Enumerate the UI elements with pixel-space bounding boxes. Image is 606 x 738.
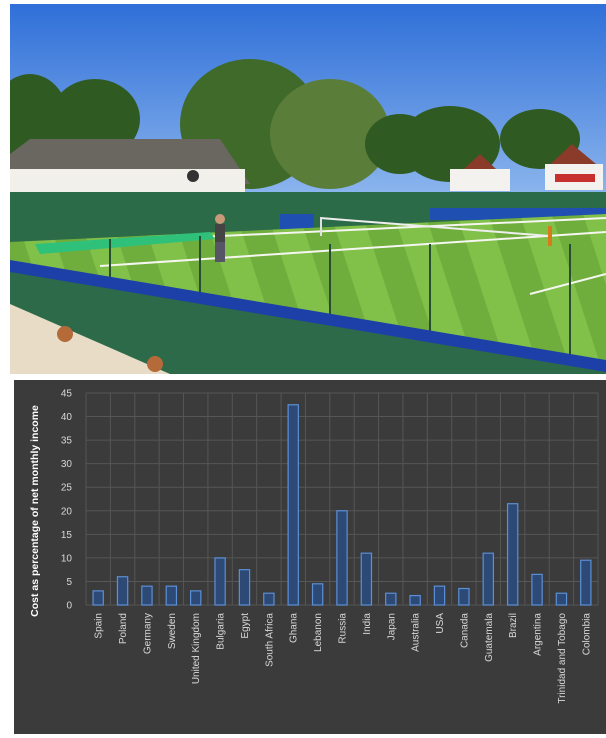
x-tick-label: Bulgaria (216, 613, 227, 650)
y-axis-ticks: 0 5 10 15 20 25 30 35 40 45 (61, 389, 73, 612)
x-tick-label: Australia (411, 613, 422, 652)
bar-guatemala (482, 552, 495, 606)
x-tick-label: Poland (118, 613, 129, 644)
bar-russia (336, 510, 348, 606)
x-tick-label: Japan (386, 613, 397, 640)
bar-ghana (287, 404, 299, 606)
x-axis-ticks: Spain Poland Germany Sweden United Kingdom Bu… (94, 613, 593, 704)
bar-egypt (238, 569, 251, 606)
bar-germany (141, 585, 153, 606)
y-tick-label: 30 (61, 459, 73, 470)
y-tick-label: 5 (66, 577, 72, 588)
bar-canada (458, 587, 470, 606)
y-axis-title: Cost as percentage of net monthly income (29, 405, 41, 617)
x-tick-label: USA (435, 613, 446, 634)
bar-trinidad-and-tobago (555, 592, 568, 606)
chart-bars (92, 404, 592, 606)
x-tick-label: Trinidad and Tobago (557, 613, 568, 704)
bar-sweden (165, 585, 178, 606)
bar-australia (409, 594, 421, 606)
y-tick-label: 0 (66, 601, 72, 612)
bar-chart-panel: 0 5 10 15 20 25 30 35 40 45 Spain Poland Germany Swe… (14, 380, 606, 734)
x-tick-label: India (362, 613, 373, 635)
bar-brazil (506, 503, 519, 606)
bar-chart: 0 5 10 15 20 25 30 35 40 45 Spain Poland Germany Swe… (29, 389, 599, 704)
y-tick-label: 40 (61, 412, 73, 423)
x-tick-label: Lebanon (313, 613, 324, 652)
x-tick-label: South Africa (264, 613, 275, 667)
bar-japan (385, 592, 397, 606)
bar-south-africa (263, 592, 275, 606)
x-tick-label: Brazil (508, 613, 519, 638)
bar-poland (116, 576, 129, 606)
y-tick-label: 20 (61, 506, 73, 517)
x-tick-label: Colombia (581, 613, 592, 656)
x-tick-label: Canada (459, 613, 470, 648)
x-tick-label: Egypt (240, 613, 251, 639)
x-tick-label: Spain (94, 613, 105, 639)
x-tick-label: Russia (338, 613, 349, 644)
x-tick-label: United Kingdom (191, 613, 202, 684)
y-tick-label: 10 (61, 553, 73, 564)
bar-spain (92, 590, 104, 606)
bar-united-kingdom (189, 590, 202, 606)
x-tick-label: Argentina (533, 613, 544, 656)
y-tick-label: 25 (61, 483, 73, 494)
x-tick-label: Germany (142, 613, 153, 654)
x-tick-label: Guatemala (484, 613, 495, 662)
y-tick-label: 35 (61, 436, 73, 447)
bar-usa (433, 585, 446, 606)
y-tick-label: 45 (61, 389, 73, 400)
bar-bulgaria (214, 557, 226, 606)
bar-colombia (580, 559, 592, 606)
tennis-court-photo (10, 4, 606, 374)
x-tick-label: Sweden (167, 613, 178, 649)
x-tick-label: Ghana (289, 613, 300, 643)
bar-lebanon (311, 583, 324, 606)
bar-india (360, 552, 373, 606)
bar-argentina (531, 573, 543, 606)
y-tick-label: 15 (61, 530, 73, 541)
